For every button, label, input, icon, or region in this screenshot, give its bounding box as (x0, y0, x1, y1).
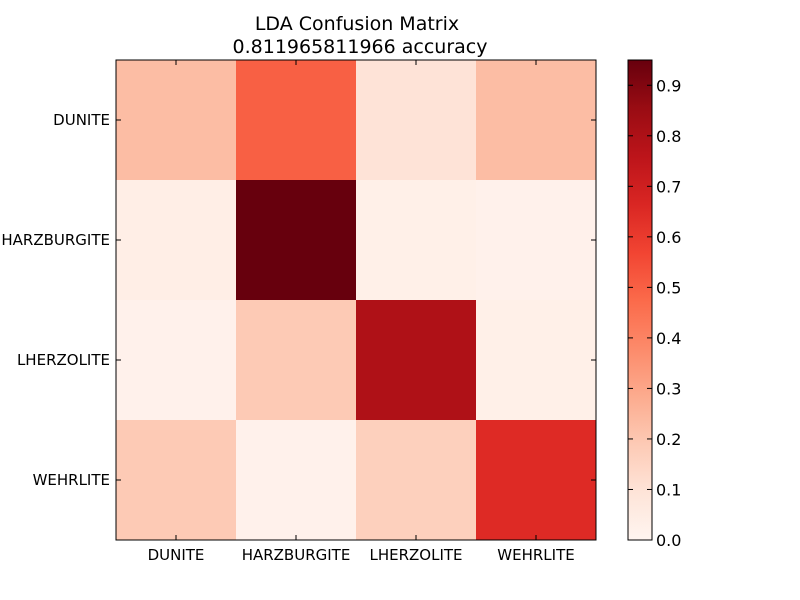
heatmap-cell (116, 300, 237, 421)
x-tick-label: DUNITE (148, 546, 205, 564)
heatmap-cell (476, 180, 597, 301)
heatmap-cell (116, 180, 237, 301)
x-tick-label: WEHRLITE (497, 546, 574, 564)
colorbar-tick-label: 0.7 (656, 177, 681, 196)
colorbar-tick-label: 0.4 (656, 329, 681, 348)
plot-frame (115, 59, 597, 541)
x-tick-label: LHERZOLITE (369, 546, 462, 564)
colorbar-tick-label: 0.0 (656, 531, 681, 550)
colorbar: 0.0 0.1 0.2 0.3 0.4 0.5 0.6 0.7 0.8 0.9 (627, 59, 681, 550)
x-tick-label: HARZBURGITE (242, 546, 351, 564)
heatmap-cell (356, 60, 477, 181)
colorbar-gradient (627, 59, 653, 541)
y-tick-label: DUNITE (53, 111, 110, 129)
axis-labels: DUNITE HARZBURGITE LHERZOLITE WEHRLITE DUNIT… (1, 111, 574, 564)
heatmap-cell (236, 420, 357, 541)
colorbar-tick-label: 0.6 (656, 228, 681, 247)
chart-subtitle: 0.811965811966 accuracy (233, 36, 488, 58)
colorbar-tick-label: 0.8 (656, 127, 681, 146)
heatmap-cells (115, 59, 597, 541)
heatmap-cell (116, 60, 237, 181)
y-tick-label: LHERZOLITE (17, 351, 110, 369)
heatmap-cell (356, 420, 477, 541)
y-tick-label: WEHRLITE (33, 471, 110, 489)
heatmap-cell (476, 420, 597, 541)
colorbar-tick-label: 0.3 (656, 379, 681, 398)
colorbar-tick-label: 0.2 (656, 430, 681, 449)
axis-ticks (116, 60, 596, 540)
y-tick-label: HARZBURGITE (1, 231, 110, 249)
heatmap-cell (236, 300, 357, 421)
heatmap-cell (236, 180, 357, 301)
chart-title: LDA Confusion Matrix (255, 13, 459, 35)
heatmap-cell (356, 300, 477, 421)
heatmap-cell (236, 60, 357, 181)
colorbar-tick-label: 0.5 (656, 278, 681, 297)
heatmap-cell (476, 300, 597, 421)
colorbar-tick-label: 0.1 (656, 480, 681, 499)
colorbar-tick-label: 0.9 (656, 76, 681, 95)
heatmap-cell (356, 180, 477, 301)
heatmap-cell (116, 420, 237, 541)
heatmap-cell (476, 60, 597, 181)
